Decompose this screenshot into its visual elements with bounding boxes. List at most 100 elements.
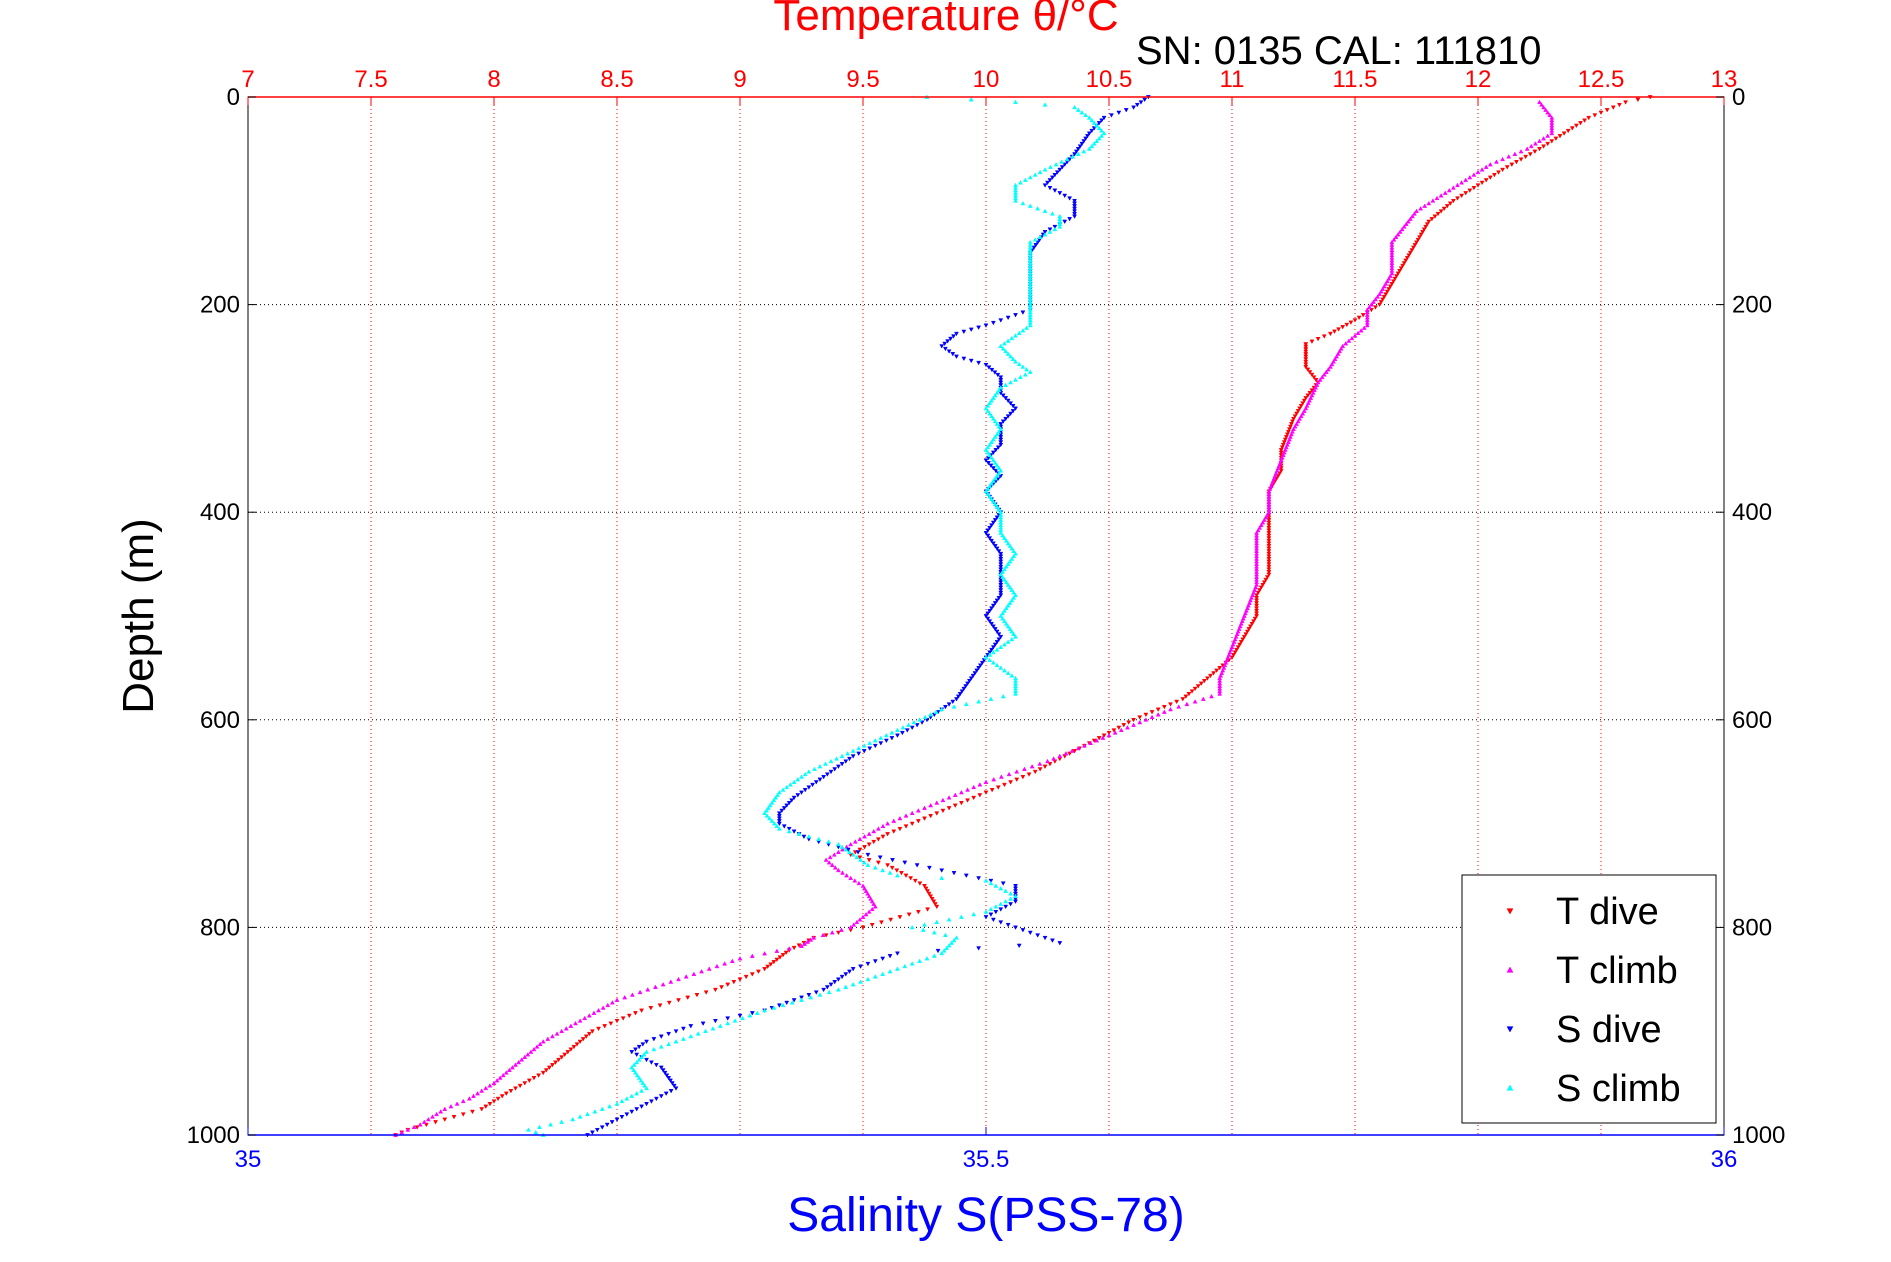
data-point	[699, 969, 704, 974]
data-point	[806, 785, 812, 790]
data-point	[1635, 97, 1641, 103]
data-point	[986, 461, 991, 466]
data-point	[917, 958, 923, 963]
data-point	[421, 1119, 427, 1124]
data-point	[1118, 727, 1124, 733]
data-point	[1309, 339, 1315, 344]
data-point	[912, 878, 918, 884]
data-point	[835, 977, 841, 982]
data-point	[779, 808, 785, 814]
data-point	[998, 571, 1004, 577]
data-point	[850, 981, 856, 987]
data-point	[1305, 367, 1311, 372]
data-point	[985, 528, 991, 533]
data-point	[491, 1099, 497, 1104]
data-point	[1085, 134, 1090, 139]
data-point	[1051, 756, 1057, 761]
data-point	[1091, 120, 1097, 125]
data-point	[1303, 354, 1309, 360]
data-point	[765, 805, 771, 810]
data-point	[1348, 320, 1354, 325]
data-point	[857, 855, 863, 860]
data-point	[694, 993, 700, 998]
data-point	[1027, 174, 1033, 180]
data-point	[1266, 554, 1272, 559]
data-point	[995, 372, 1001, 378]
data-point	[1356, 315, 1362, 321]
data-point	[1412, 243, 1418, 248]
data-point	[891, 829, 897, 834]
data-point	[1096, 136, 1102, 141]
data-point	[460, 1098, 466, 1104]
data-point	[875, 826, 881, 831]
data-point	[1537, 99, 1542, 105]
data-point	[533, 1129, 539, 1135]
data-point	[1042, 764, 1048, 770]
data-point	[629, 1050, 635, 1055]
data-point	[657, 1003, 663, 1008]
data-point	[1578, 121, 1583, 126]
data-point	[545, 1036, 551, 1041]
data-point	[935, 948, 941, 954]
y-tick-label-right: 600	[1732, 707, 1772, 734]
data-point	[1266, 538, 1272, 544]
data-point	[1257, 588, 1263, 593]
data-point	[642, 1083, 648, 1088]
data-point	[1002, 535, 1007, 540]
data-point	[1086, 115, 1092, 120]
data-point	[747, 1013, 753, 1018]
data-point	[799, 997, 804, 1002]
data-point	[843, 972, 849, 977]
data-point	[774, 957, 780, 963]
data-point	[1254, 614, 1260, 619]
data-point	[990, 520, 996, 526]
data-point	[1013, 313, 1018, 318]
data-point	[1426, 219, 1432, 225]
data-point	[977, 793, 983, 798]
data-point	[1088, 740, 1093, 746]
data-point	[1401, 261, 1407, 266]
data-point	[993, 468, 999, 474]
data-point	[580, 1037, 586, 1042]
data-point	[1294, 411, 1299, 417]
data-point	[519, 1057, 525, 1062]
data-point	[1434, 195, 1440, 201]
data-point	[976, 666, 982, 671]
data-point	[965, 681, 970, 686]
data-point	[992, 544, 998, 549]
data-point	[971, 784, 977, 790]
data-point	[843, 847, 849, 852]
data-point	[664, 1073, 670, 1078]
data-point	[1266, 557, 1272, 562]
data-point	[954, 935, 959, 940]
data-point	[961, 329, 967, 335]
data-point	[1450, 185, 1456, 190]
data-point	[983, 488, 989, 494]
data-point	[854, 919, 860, 925]
data-point	[776, 789, 782, 795]
data-point	[619, 1114, 625, 1120]
data-point	[762, 951, 768, 956]
data-point	[998, 435, 1004, 440]
data-point	[1003, 621, 1009, 626]
data-point	[783, 950, 789, 956]
data-point	[983, 531, 989, 536]
data-point	[839, 762, 845, 767]
data-point	[1009, 335, 1015, 341]
data-point	[784, 1000, 790, 1006]
data-point	[791, 998, 797, 1003]
data-point	[1266, 533, 1272, 539]
data-point	[568, 1023, 574, 1028]
data-point	[658, 1065, 664, 1071]
data-point	[839, 753, 845, 758]
data-point	[629, 1065, 635, 1070]
data-point	[995, 785, 1001, 790]
data-point	[503, 1091, 509, 1096]
data-point	[1009, 629, 1015, 634]
data-point	[676, 998, 681, 1003]
data-point	[592, 1109, 598, 1114]
data-point	[824, 985, 830, 990]
data-point	[1373, 296, 1378, 302]
data-point	[995, 445, 1001, 450]
data-point	[1494, 159, 1499, 164]
